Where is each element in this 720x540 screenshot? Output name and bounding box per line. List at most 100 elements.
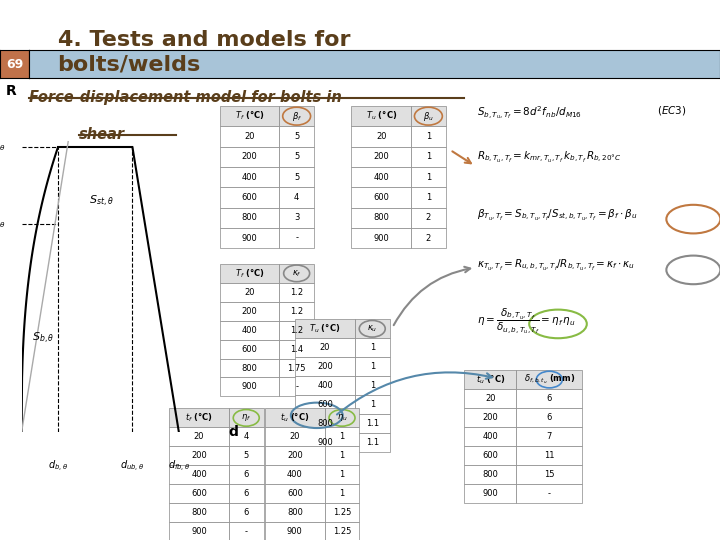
- Bar: [516, 408, 582, 427]
- Bar: [355, 319, 390, 338]
- Text: -: -: [245, 527, 248, 536]
- Text: 1: 1: [369, 381, 375, 390]
- Bar: [325, 522, 359, 540]
- Bar: [516, 484, 582, 503]
- Text: 400: 400: [374, 173, 389, 181]
- Text: 400: 400: [192, 470, 207, 479]
- Text: $R_{ub,\theta}$: $R_{ub,\theta}$: [0, 140, 6, 155]
- Bar: [351, 106, 411, 126]
- Text: 900: 900: [374, 233, 389, 242]
- Text: 400: 400: [242, 326, 257, 335]
- Bar: [355, 433, 390, 452]
- Text: 200: 200: [287, 451, 302, 460]
- Bar: [295, 357, 355, 376]
- Bar: [220, 264, 279, 283]
- Bar: [279, 283, 314, 302]
- Bar: [355, 376, 390, 395]
- Text: 2: 2: [426, 233, 431, 242]
- Text: 5: 5: [294, 132, 300, 141]
- Bar: [220, 283, 279, 302]
- Bar: [279, 302, 314, 321]
- Text: $\kappa_{T_u,T_f} = R_{u,b,T_u,T_f}/R_{b,T_u,T_f} = \kappa_f \cdot \kappa_u$: $\kappa_{T_u,T_f} = R_{u,b,T_u,T_f}/R_{b…: [477, 258, 635, 273]
- Bar: [265, 522, 325, 540]
- Bar: [220, 207, 279, 228]
- Text: $S_{b,\theta}$: $S_{b,\theta}$: [32, 330, 55, 346]
- Bar: [464, 427, 516, 446]
- Bar: [220, 126, 279, 147]
- Text: 2: 2: [426, 213, 431, 222]
- Text: 7: 7: [546, 432, 552, 441]
- Bar: [516, 446, 582, 465]
- Bar: [464, 465, 516, 484]
- Text: 1.2: 1.2: [290, 326, 303, 335]
- Text: $T_u$ (°C): $T_u$ (°C): [366, 110, 397, 123]
- Text: $\eta_u$: $\eta_u$: [337, 413, 347, 423]
- Bar: [279, 126, 314, 147]
- Text: 800: 800: [482, 470, 498, 478]
- Text: 1: 1: [426, 193, 431, 202]
- Bar: [325, 408, 359, 427]
- Bar: [169, 503, 229, 522]
- Text: $(EC3)$: $(EC3)$: [657, 104, 686, 117]
- Bar: [411, 147, 446, 167]
- Bar: [220, 359, 279, 377]
- Text: $R_{b,T_u,T_f} = k_{mr,T_u,T_f}\,k_{b,T_f}\,R_{b,20°C}$: $R_{b,T_u,T_f} = k_{mr,T_u,T_f}\,k_{b,T_…: [477, 150, 621, 165]
- Bar: [295, 319, 355, 338]
- Bar: [279, 147, 314, 167]
- Bar: [229, 503, 264, 522]
- Text: 20: 20: [485, 394, 495, 403]
- Bar: [351, 207, 411, 228]
- Text: $R_{b,\theta}$: $R_{b,\theta}$: [0, 217, 6, 232]
- Text: $T_f$ (°C): $T_f$ (°C): [235, 267, 264, 280]
- Text: 900: 900: [287, 527, 302, 536]
- Bar: [265, 503, 325, 522]
- Bar: [265, 427, 325, 446]
- Text: 400: 400: [287, 470, 302, 479]
- Text: 900: 900: [242, 382, 257, 392]
- Text: 600: 600: [482, 451, 498, 460]
- Text: 6: 6: [243, 470, 249, 479]
- Bar: [229, 484, 264, 503]
- Text: $d_{ub,\theta}$: $d_{ub,\theta}$: [120, 459, 145, 474]
- Text: 1.25: 1.25: [333, 508, 351, 517]
- Text: -: -: [295, 233, 298, 242]
- Text: 6: 6: [546, 413, 552, 422]
- Text: -: -: [295, 382, 298, 392]
- Text: 600: 600: [317, 400, 333, 409]
- Text: 6: 6: [243, 508, 249, 517]
- Text: 1: 1: [339, 433, 345, 441]
- Bar: [411, 167, 446, 187]
- Bar: [229, 408, 264, 427]
- Text: $\delta_{f,b,t_u}$ (mm): $\delta_{f,b,t_u}$ (mm): [523, 373, 575, 386]
- Bar: [279, 106, 314, 126]
- Bar: [220, 302, 279, 321]
- Bar: [464, 484, 516, 503]
- Text: 1: 1: [339, 470, 345, 479]
- Text: 600: 600: [287, 489, 303, 498]
- Text: 800: 800: [241, 213, 258, 222]
- Bar: [279, 187, 314, 207]
- Bar: [229, 446, 264, 465]
- Text: 800: 800: [287, 508, 303, 517]
- Bar: [464, 370, 516, 389]
- Text: 200: 200: [242, 152, 257, 161]
- Text: 800: 800: [373, 213, 390, 222]
- Text: 4. Tests and models for
bolts/welds: 4. Tests and models for bolts/welds: [58, 30, 350, 75]
- Text: 15: 15: [544, 470, 554, 478]
- Text: 20: 20: [244, 288, 255, 297]
- Text: $d_{fb,\theta}$: $d_{fb,\theta}$: [168, 459, 190, 474]
- Bar: [325, 427, 359, 446]
- Text: 900: 900: [192, 527, 207, 536]
- Text: 20: 20: [320, 343, 330, 352]
- Text: 6: 6: [546, 394, 552, 403]
- Text: 69: 69: [6, 58, 23, 71]
- Text: 1.75: 1.75: [287, 363, 306, 373]
- Bar: [351, 228, 411, 248]
- Text: 1.1: 1.1: [366, 438, 379, 447]
- Bar: [411, 207, 446, 228]
- Text: 1: 1: [426, 132, 431, 141]
- Bar: [411, 126, 446, 147]
- Text: 1: 1: [339, 489, 345, 498]
- Text: 4: 4: [294, 193, 300, 202]
- Text: 1: 1: [369, 343, 375, 352]
